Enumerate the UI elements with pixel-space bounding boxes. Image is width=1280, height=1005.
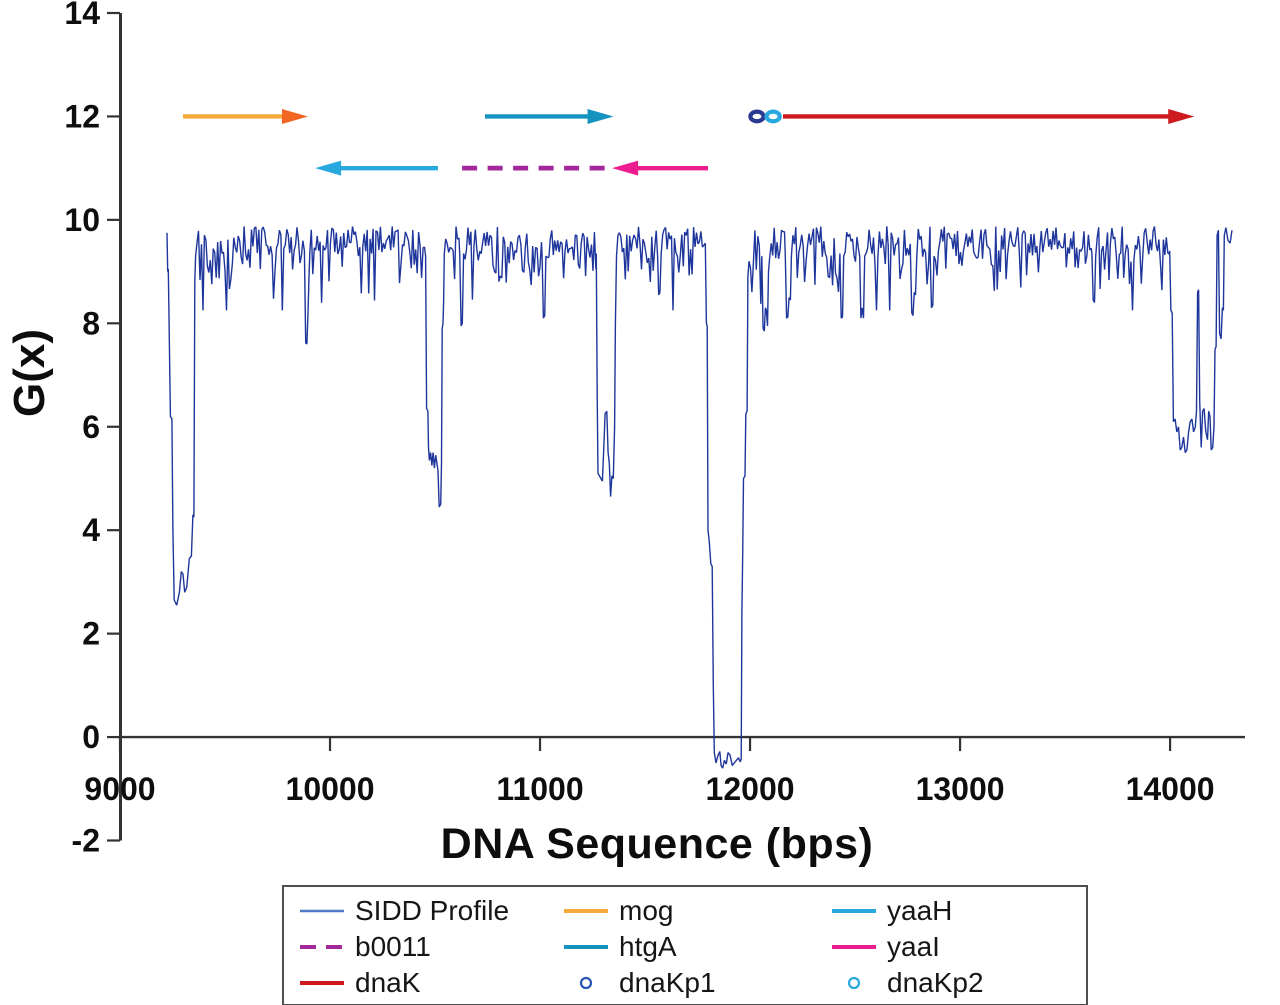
sidd-profile-line (166, 226, 1233, 769)
dnaKp1-promoter-marker (748, 109, 766, 124)
legend-label: dnaKp1 (619, 967, 716, 998)
y-tick-label: 12 (64, 98, 100, 134)
y-tick-label: 0 (82, 719, 100, 755)
dnaKp2-promoter-marker (764, 109, 782, 124)
legend-item-yaaH: yaaH (819, 893, 1086, 929)
sidd-profile-line-marker (300, 909, 344, 913)
legend-label: htgA (619, 931, 677, 962)
legend-item-mog: mog (551, 893, 819, 929)
dnaK-arrowhead (1168, 108, 1195, 124)
y-tick-label: 8 (82, 305, 100, 341)
legend-label: SIDD Profile (355, 895, 510, 926)
yaaH-arrowhead (315, 160, 342, 176)
legend-label: b0011 (355, 931, 431, 962)
dnaKp2-circle-marker (847, 976, 861, 990)
mog-line-marker (564, 909, 608, 913)
legend-label: dnaK (355, 967, 421, 998)
legend-item-dnaKp2: dnaKp2 (819, 965, 1086, 1001)
y-tick-label: 4 (82, 512, 100, 548)
y-axis-title: G(x) (5, 329, 54, 417)
b0011-dashed-marker (300, 945, 344, 949)
x-axis-title: DNA Sequence (bps) (440, 820, 874, 868)
x-tick-label: 12000 (706, 771, 795, 807)
legend-item-yaaI: yaaI (819, 929, 1086, 965)
htgA-line-marker (564, 945, 608, 949)
x-tick-label: 13000 (916, 771, 1005, 807)
legend-item-htgA: htgA (551, 929, 819, 965)
legend-box: SIDD Profile mog yaaH b0011 htgA (282, 885, 1088, 1005)
y-tick-label: 10 (64, 202, 100, 238)
y-tick-label: 6 (82, 409, 100, 445)
x-tick-label: 9000 (84, 771, 155, 807)
yaaH-line-marker (832, 909, 876, 913)
legend-label: dnaKp2 (887, 967, 984, 998)
y-tick-label: 2 (82, 616, 100, 652)
mog-arrowhead (281, 108, 308, 124)
yaaI-line-marker (832, 945, 876, 949)
x-tick-label: 10000 (286, 771, 375, 807)
yaaI-arrowhead (612, 160, 639, 176)
legend-item-sidd-profile: SIDD Profile (284, 893, 551, 929)
x-tick-label: 14000 (1126, 771, 1215, 807)
legend-item-dnaKp1: dnaKp1 (551, 965, 819, 1001)
x-tick-label: 11000 (496, 771, 583, 807)
y-tick-label: -2 (72, 823, 100, 859)
legend-label: yaaI (887, 931, 940, 962)
htgA-arrowhead (587, 108, 614, 124)
legend-item-b0011: b0011 (284, 929, 551, 965)
legend-label: yaaH (887, 895, 953, 926)
y-tick-label: 14 (64, 0, 100, 31)
dnaKp1-circle-marker (579, 976, 593, 990)
legend-label: mog (619, 895, 674, 926)
dnaK-line-marker (300, 981, 344, 985)
legend-item-dnaK: dnaK (284, 965, 551, 1001)
